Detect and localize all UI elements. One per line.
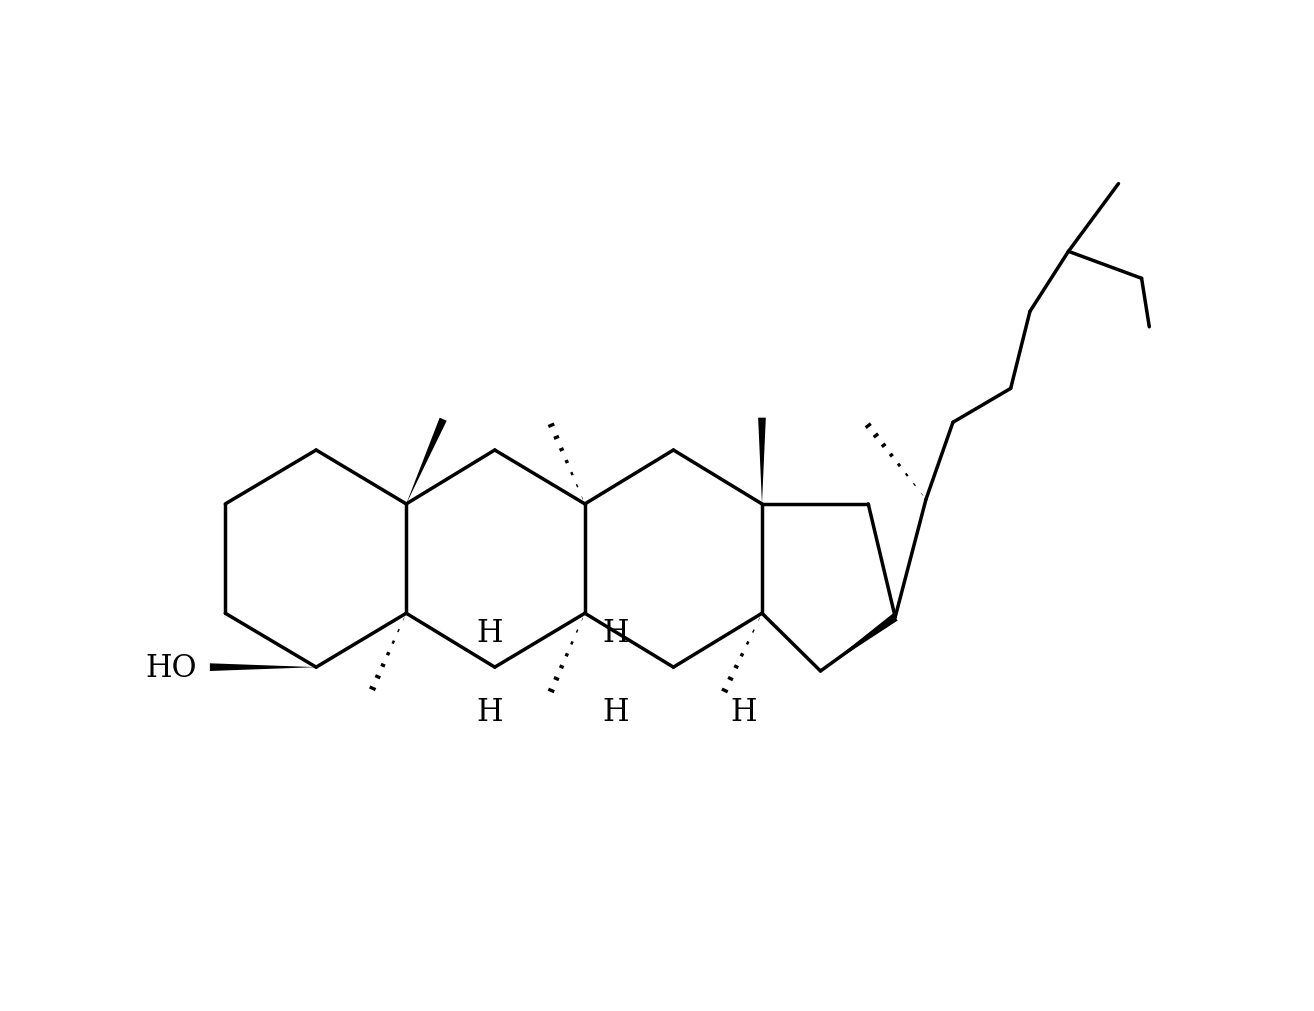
Polygon shape (210, 663, 317, 671)
Text: HO: HO (145, 652, 197, 683)
Text: H: H (602, 618, 629, 648)
Text: H: H (731, 697, 757, 728)
Polygon shape (758, 419, 766, 504)
Polygon shape (820, 614, 897, 671)
Text: H: H (602, 697, 629, 728)
Polygon shape (406, 419, 447, 504)
Text: H: H (476, 697, 503, 728)
Text: H: H (476, 618, 503, 648)
